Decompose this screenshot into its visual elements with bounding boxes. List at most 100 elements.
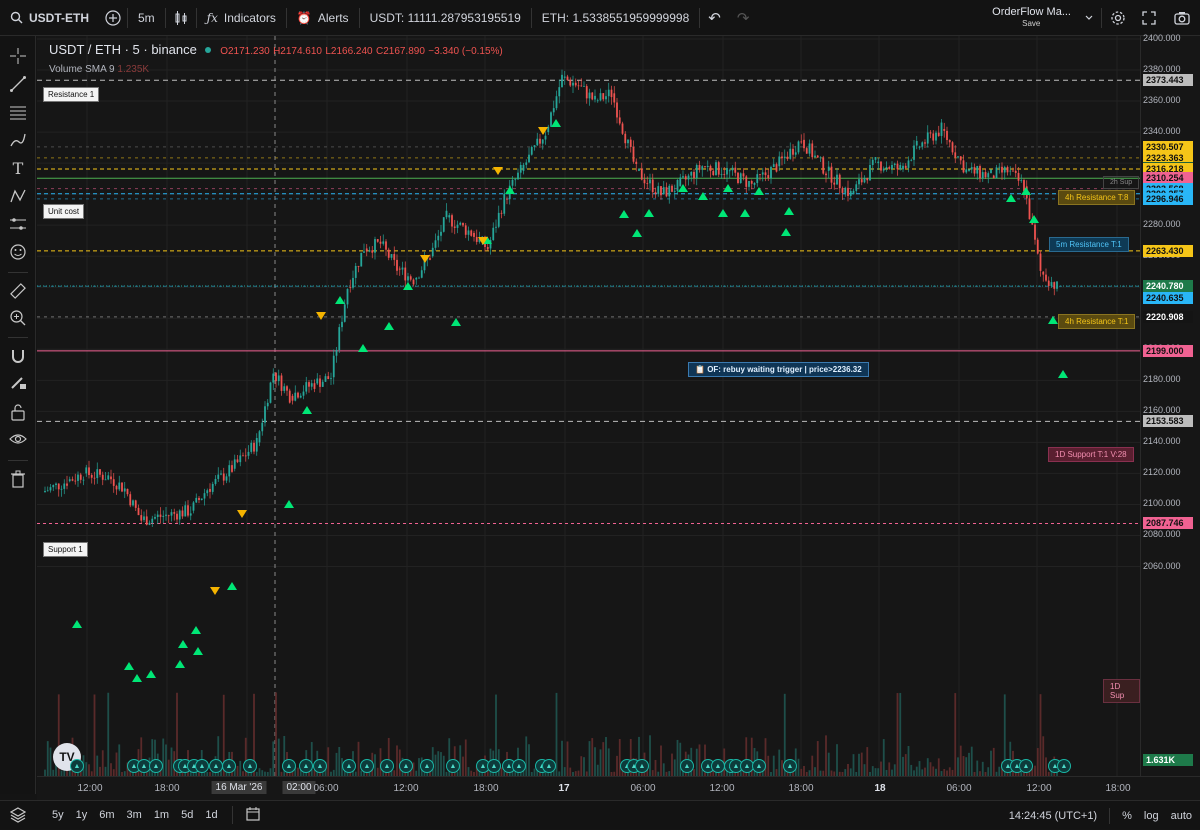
delete-tool[interactable]: [8, 469, 28, 489]
legend-symbol[interactable]: USDT / ETH · 5 · binance: [49, 42, 197, 57]
4h-resistance-t8-tag[interactable]: 4h Resistance T:8: [1058, 190, 1136, 205]
range-button-1y[interactable]: 1y: [75, 809, 88, 821]
range-button-3m[interactable]: 3m: [126, 809, 142, 821]
signal-marker[interactable]: ▲: [70, 759, 84, 773]
zoom-tool[interactable]: [8, 308, 28, 328]
range-button-1m[interactable]: 1m: [153, 809, 170, 821]
prediction-tool[interactable]: [8, 214, 28, 234]
signal-marker[interactable]: ▲: [299, 759, 313, 773]
range-button-5y[interactable]: 5y: [52, 809, 64, 821]
unit-cost-label[interactable]: Unit cost: [43, 204, 85, 219]
signal-marker[interactable]: ▲: [360, 759, 374, 773]
signal-marker[interactable]: ▲: [783, 759, 797, 773]
brush-tool[interactable]: [8, 130, 28, 150]
volume-bar: [1003, 694, 1006, 776]
candle-body: [112, 479, 115, 486]
trendline-icon: [10, 76, 26, 92]
signal-marker[interactable]: ▲: [342, 759, 356, 773]
chart-type-button[interactable]: [166, 0, 196, 36]
signal-marker[interactable]: ▲: [222, 759, 236, 773]
signal-marker[interactable]: ▲: [680, 759, 694, 773]
interval-button[interactable]: 5m: [138, 10, 155, 25]
volume-bar: [280, 771, 283, 776]
redo-button[interactable]: ↷: [736, 9, 750, 27]
layout-name-button[interactable]: OrderFlow Ma... Save: [986, 7, 1077, 29]
range-button-5d[interactable]: 5d: [181, 809, 194, 821]
crosshair-tool[interactable]: [8, 46, 28, 66]
range-button-1d[interactable]: 1d: [205, 809, 218, 821]
signal-marker[interactable]: ▲: [1019, 759, 1033, 773]
signal-marker[interactable]: ▲: [476, 759, 490, 773]
alerts-button[interactable]: ⏰ Alerts: [287, 0, 359, 36]
range-button-6m[interactable]: 6m: [99, 809, 115, 821]
date-range-button[interactable]: [241, 806, 265, 825]
chart-pane[interactable]: USDT / ETH · 5 · binance O2171.230 H2174…: [37, 36, 1140, 776]
price-chart[interactable]: [37, 36, 1140, 776]
5m-resistance-tag[interactable]: 5m Resistance T:1: [1049, 237, 1129, 252]
settings-button[interactable]: [1102, 0, 1134, 36]
candle-body: [159, 514, 162, 517]
visibility-tool[interactable]: [8, 429, 28, 449]
signal-marker[interactable]: ▲: [313, 759, 327, 773]
volume-label[interactable]: Volume: [49, 64, 83, 75]
pattern-tool[interactable]: [8, 186, 28, 206]
candle-body: [860, 179, 863, 183]
signal-marker[interactable]: ▲: [446, 759, 460, 773]
candle-body: [987, 173, 990, 178]
candle-body: [836, 174, 838, 185]
1d-support-tag[interactable]: 1D Support T:1 V:28: [1048, 447, 1134, 462]
signal-marker[interactable]: ▲: [399, 759, 413, 773]
lock-drawings-tool[interactable]: [8, 372, 28, 392]
1d-sup-tag[interactable]: 1D Sup: [1103, 679, 1140, 703]
layout-menu-button[interactable]: [1077, 0, 1101, 36]
signal-marker[interactable]: ▲: [752, 759, 766, 773]
fib-tool[interactable]: [8, 102, 28, 122]
ruler-tool[interactable]: [8, 281, 28, 301]
signal-marker[interactable]: ▲: [282, 759, 296, 773]
signal-marker[interactable]: ▲: [195, 759, 209, 773]
undo-button[interactable]: ↶: [708, 9, 721, 27]
candle-body: [338, 327, 341, 351]
volume-bar: [93, 694, 96, 776]
signal-marker[interactable]: ▲: [487, 759, 501, 773]
auto-toggle[interactable]: auto: [1170, 809, 1192, 822]
signal-marker[interactable]: ▲: [420, 759, 434, 773]
time-axis[interactable]: 12:00 18:00 16 Mar '26 02:00 06:00 12:00 18:00…: [37, 776, 1200, 800]
candle-body: [525, 162, 528, 165]
object-tree-button[interactable]: [0, 801, 36, 830]
fullscreen-button[interactable]: [1134, 0, 1164, 36]
signal-marker[interactable]: ▲: [209, 759, 223, 773]
lock-tool[interactable]: [8, 402, 28, 422]
signal-marker[interactable]: ▲: [243, 759, 257, 773]
signal-marker[interactable]: ▲: [512, 759, 526, 773]
2h-sup-tag[interactable]: 2h Sup: [1103, 176, 1140, 189]
indicators-button[interactable]: ƒx Indicators: [197, 0, 286, 36]
candle-body: [649, 179, 651, 184]
trendline-tool[interactable]: [8, 74, 28, 94]
candle-body: [46, 490, 49, 492]
resistance-1-label[interactable]: Resistance 1: [43, 87, 100, 102]
signal-marker[interactable]: ▲: [542, 759, 556, 773]
log-toggle[interactable]: log: [1143, 809, 1159, 822]
snapshot-button[interactable]: [1164, 0, 1200, 36]
clock-timezone[interactable]: 14:24:45 (UTC+1): [1008, 809, 1098, 822]
support-1-label[interactable]: Support 1: [43, 542, 88, 557]
of-rebuy-order-tag[interactable]: 📋 OF: rebuy waiting trigger | price>2236…: [688, 362, 869, 377]
compare-button[interactable]: [99, 0, 127, 36]
4h-resistance-t1-tag[interactable]: 4h Resistance T:1: [1058, 314, 1136, 329]
signal-marker[interactable]: ▲: [635, 759, 649, 773]
signal-marker[interactable]: ▲: [711, 759, 725, 773]
percent-toggle[interactable]: %: [1122, 809, 1132, 822]
signal-marker[interactable]: ▲: [149, 759, 163, 773]
signal-marker[interactable]: ▲: [380, 759, 394, 773]
price-axis[interactable]: 2400.0002380.0002360.0002340.0002320.000…: [1140, 33, 1200, 776]
volume-bar: [588, 741, 591, 776]
magnet-tool[interactable]: [8, 346, 28, 366]
emoji-tool[interactable]: [8, 242, 28, 262]
text-tool[interactable]: T: [8, 158, 28, 178]
volume-bar: [665, 771, 668, 776]
candle-body: [82, 479, 85, 481]
symbol-search-button[interactable]: USDT-ETH: [0, 0, 99, 36]
volume-bar: [926, 758, 929, 776]
signal-marker[interactable]: ▲: [1057, 759, 1071, 773]
